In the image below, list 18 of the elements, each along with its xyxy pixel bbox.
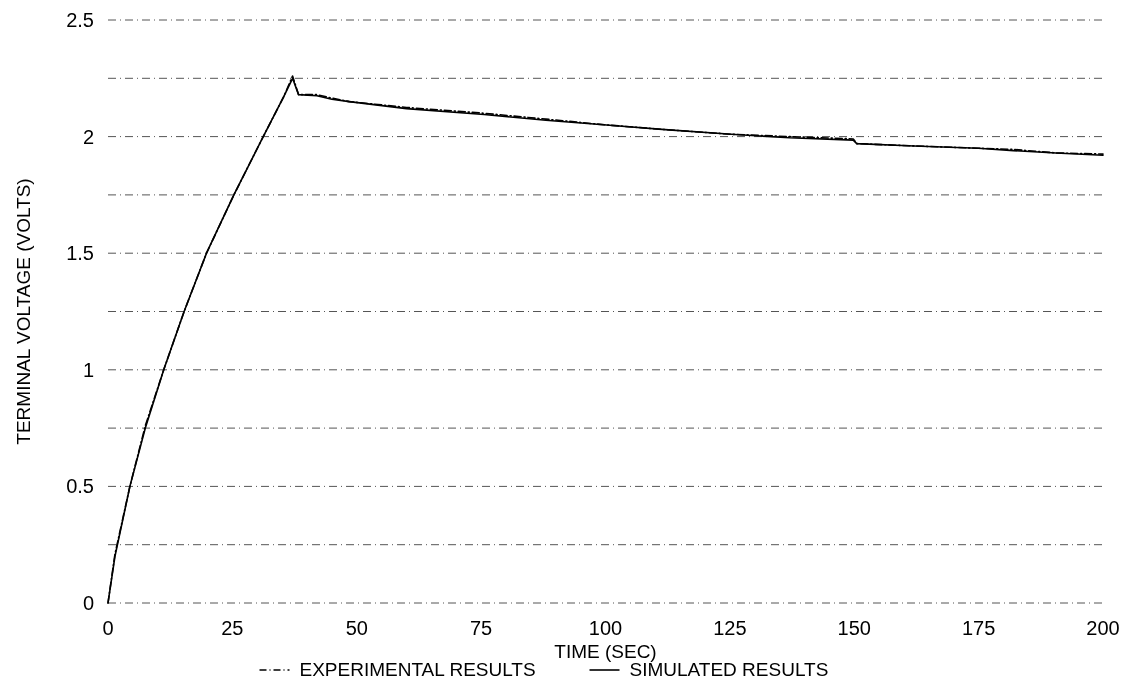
x-tick-label: 100 [588,617,623,639]
x-axis-title: TIME (SEC) [554,641,657,662]
legend-label: EXPERIMENTAL RESULTS [299,659,536,680]
x-tick-label: 125 [713,617,747,639]
y-axis-title: TERMINAL VOLTAGE (VOLTS) [13,178,34,445]
y-tick-label: 2 [82,125,94,148]
x-tick-label: 175 [961,617,996,639]
x-tick-label: 50 [345,617,368,639]
y-tick-label: 1 [82,358,94,381]
x-tick-label: 0 [102,617,114,639]
y-tick-label: 0.5 [66,475,94,498]
x-tick-label: 75 [470,617,493,639]
x-tick-label: 25 [221,617,244,639]
x-tick-label: 200 [1086,617,1120,639]
x-tick-label: 150 [837,617,871,639]
y-tick-label: 0 [82,592,94,614]
y-tick-label: 1.5 [66,242,94,265]
y-tick-label: 2.5 [66,9,94,31]
